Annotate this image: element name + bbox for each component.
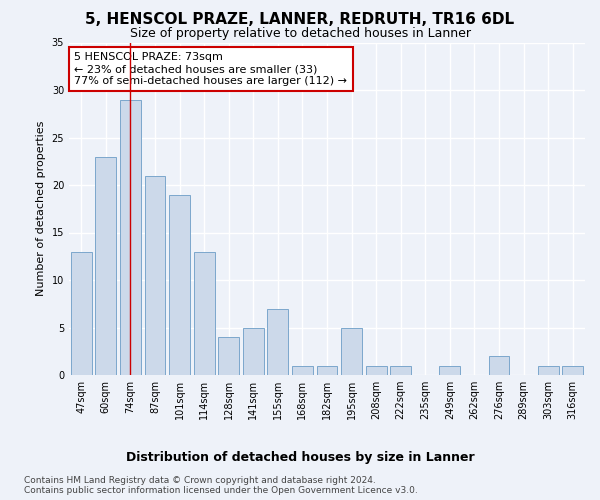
- Bar: [120, 100, 141, 375]
- Bar: [365, 366, 386, 375]
- Bar: [218, 337, 239, 375]
- Bar: [169, 194, 190, 375]
- Bar: [538, 366, 559, 375]
- Bar: [145, 176, 166, 375]
- Bar: [317, 366, 337, 375]
- Text: Distribution of detached houses by size in Lanner: Distribution of detached houses by size …: [125, 451, 475, 464]
- Bar: [243, 328, 264, 375]
- Text: 5 HENSCOL PRAZE: 73sqm
← 23% of detached houses are smaller (33)
77% of semi-det: 5 HENSCOL PRAZE: 73sqm ← 23% of detached…: [74, 52, 347, 86]
- Bar: [439, 366, 460, 375]
- Bar: [488, 356, 509, 375]
- Text: Size of property relative to detached houses in Lanner: Size of property relative to detached ho…: [130, 28, 470, 40]
- Text: 5, HENSCOL PRAZE, LANNER, REDRUTH, TR16 6DL: 5, HENSCOL PRAZE, LANNER, REDRUTH, TR16 …: [85, 12, 515, 28]
- Y-axis label: Number of detached properties: Number of detached properties: [36, 121, 46, 296]
- Bar: [194, 252, 215, 375]
- Bar: [71, 252, 92, 375]
- Bar: [341, 328, 362, 375]
- Bar: [562, 366, 583, 375]
- Bar: [292, 366, 313, 375]
- Bar: [390, 366, 411, 375]
- Text: Contains HM Land Registry data © Crown copyright and database right 2024.
Contai: Contains HM Land Registry data © Crown c…: [24, 476, 418, 495]
- Bar: [268, 308, 289, 375]
- Bar: [95, 156, 116, 375]
